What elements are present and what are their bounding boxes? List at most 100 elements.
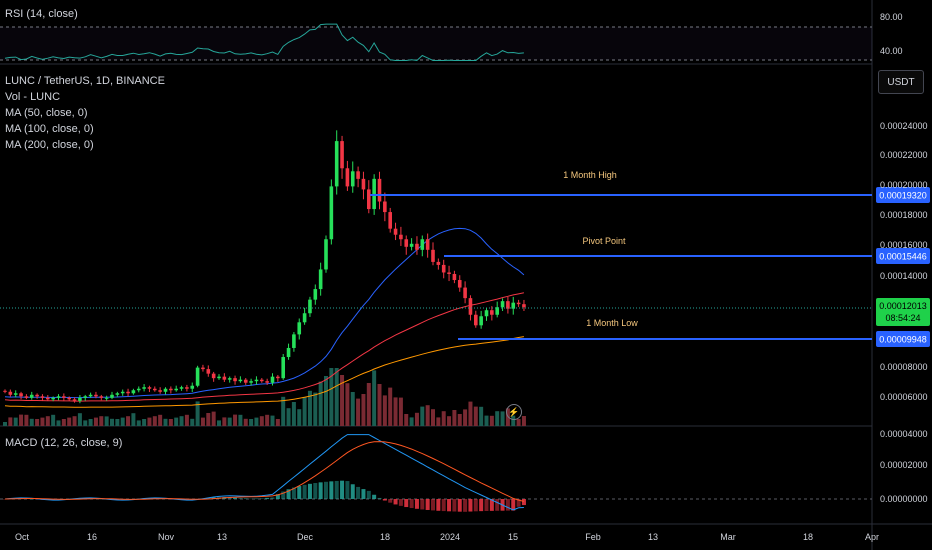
volume-bar <box>404 414 409 426</box>
volume-bar <box>72 416 77 426</box>
volume-bar <box>500 411 505 426</box>
macd-histogram-bar <box>393 499 398 505</box>
volume-bar <box>8 417 13 426</box>
volume-bar <box>126 416 131 426</box>
candle-body <box>169 388 173 391</box>
rsi-axis-label: 80.00 <box>880 12 903 22</box>
macd-histogram-bar <box>227 497 232 499</box>
volume-bar <box>88 419 93 426</box>
candle-body <box>457 280 462 288</box>
volume-bar <box>286 408 291 426</box>
candle-body <box>399 234 403 240</box>
volume-bar <box>206 413 211 426</box>
candle-body <box>126 391 130 394</box>
price-axis-label: 0.00020000 <box>880 180 928 190</box>
volume-bar <box>45 416 50 426</box>
volume-bar <box>441 411 446 426</box>
candle-body <box>51 397 55 400</box>
candle-body <box>420 239 425 250</box>
candle-body <box>136 388 141 391</box>
macd-legend[interactable]: MACD (12, 26, close, 9) <box>5 437 123 449</box>
candle-body <box>431 249 435 262</box>
level-label: Pivot Point <box>582 236 626 246</box>
candle-body <box>404 239 409 247</box>
volume-bar <box>77 413 82 426</box>
macd-histogram-bar <box>249 498 254 500</box>
candle-body <box>185 387 189 389</box>
time-axis-label: 13 <box>217 532 227 542</box>
volume-bar <box>468 401 473 426</box>
volume-bar <box>158 414 163 426</box>
macd-histogram-bar <box>398 499 403 506</box>
candle-body <box>270 376 275 383</box>
volume-bar <box>457 414 462 426</box>
ma100-legend[interactable]: MA (100, close, 0) <box>5 123 94 135</box>
candle-body <box>415 243 419 250</box>
lightning-icon[interactable]: ⚡ <box>506 404 522 420</box>
macd-axis-label: 0.00000000 <box>880 494 928 504</box>
volume-bar <box>249 419 254 426</box>
candle-body <box>115 393 120 395</box>
candle-body <box>88 394 93 397</box>
ma50-legend[interactable]: MA (50, close, 0) <box>5 107 88 119</box>
time-axis-label: 16 <box>87 532 97 542</box>
macd-histogram-bar <box>350 484 355 499</box>
rsi-legend[interactable]: RSI (14, close) <box>5 8 78 20</box>
macd-histogram-bar <box>447 499 452 512</box>
macd-histogram-bar <box>516 499 521 507</box>
macd-histogram-bar <box>431 499 435 511</box>
volume-bar <box>275 419 280 426</box>
macd-histogram-bar <box>484 499 489 511</box>
candle-body <box>260 379 264 382</box>
volume-bar <box>270 415 275 426</box>
macd-histogram-bar <box>340 480 345 499</box>
candle-body <box>479 316 483 326</box>
candle-body <box>201 367 205 370</box>
level-label: 1 Month High <box>563 170 617 180</box>
macd-histogram-bar <box>265 497 270 499</box>
currency-button[interactable]: USDT <box>878 70 924 94</box>
candle-body <box>495 307 499 315</box>
macd-histogram-bar <box>436 499 441 511</box>
ma200-legend[interactable]: MA (200, close, 0) <box>5 139 94 151</box>
ma50-line <box>4 227 525 399</box>
macd-histogram-bar <box>356 486 361 499</box>
level-price-tag <box>876 187 930 203</box>
time-axis-label: Dec <box>297 532 314 542</box>
candle-body <box>436 261 441 265</box>
macd-line <box>4 434 524 511</box>
macd-histogram-bar <box>243 498 248 499</box>
volume-bar <box>211 411 216 426</box>
volume-bar <box>479 406 484 426</box>
candle-body <box>286 347 291 358</box>
macd-histogram-bar <box>302 484 307 499</box>
price-axis-label: 0.00014000 <box>880 271 928 281</box>
volume-bar <box>420 406 425 426</box>
time-axis-label: Nov <box>158 532 175 542</box>
volume-bar <box>83 420 88 426</box>
candle-body <box>388 212 392 229</box>
candle-body <box>163 388 168 392</box>
candle-body <box>78 397 82 401</box>
macd-histogram-bar <box>404 499 409 508</box>
price-axis-label: 0.00018000 <box>880 210 928 220</box>
volume-bar <box>227 417 232 426</box>
candle-body <box>297 322 302 335</box>
price-axis-label: 0.00008000 <box>880 362 928 372</box>
time-axis-label: Mar <box>720 532 736 542</box>
volume-bar <box>110 418 114 426</box>
volume-bar <box>516 419 521 426</box>
volume-bar <box>93 417 98 426</box>
volume-bar <box>217 420 221 426</box>
macd-histogram-bar <box>3 499 7 500</box>
candle-body <box>511 302 516 309</box>
level-label: 1 Month Low <box>586 318 638 328</box>
level-price-text: 0.00019320 <box>879 191 927 201</box>
volume-bar <box>19 414 24 426</box>
candle-body <box>409 243 414 247</box>
candle-body <box>147 387 152 389</box>
volume-legend[interactable]: Vol - LUNC <box>5 91 61 103</box>
macd-histogram-bar <box>420 499 425 510</box>
symbol-legend[interactable]: LUNC / TetherUS, 1D, BINANCE <box>5 75 165 87</box>
